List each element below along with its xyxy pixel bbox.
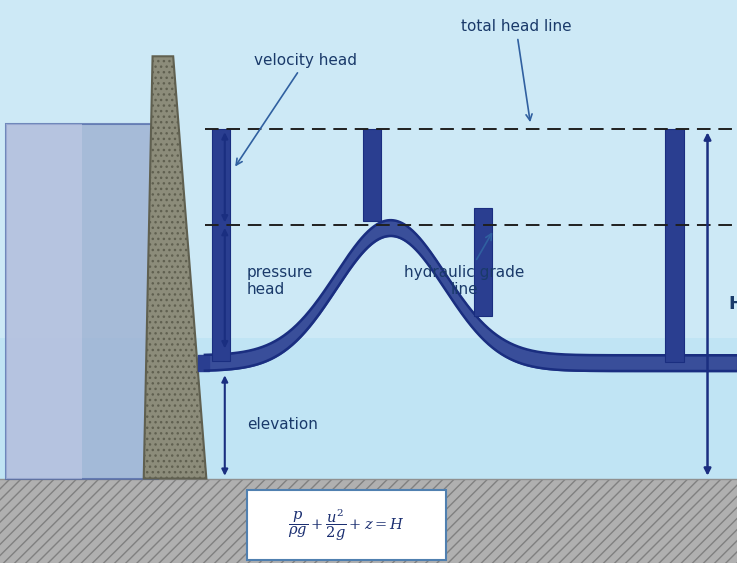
Polygon shape — [6, 124, 158, 479]
Bar — [212, 129, 230, 361]
Bar — [247, 490, 446, 560]
Text: pressure
head: pressure head — [247, 265, 313, 297]
Polygon shape — [144, 56, 206, 479]
Text: $\dfrac{p}{\rho g}+\dfrac{u^2}{2g}+z=H$: $\dfrac{p}{\rho g}+\dfrac{u^2}{2g}+z=H$ — [288, 507, 405, 543]
Polygon shape — [0, 0, 737, 338]
Bar — [665, 129, 683, 362]
Text: velocity head: velocity head — [236, 53, 357, 165]
Text: H: H — [728, 295, 737, 313]
Text: hydraulic grade
line: hydraulic grade line — [404, 234, 525, 297]
Bar — [473, 208, 492, 316]
Text: total head line: total head line — [461, 19, 571, 120]
Text: elevation: elevation — [247, 417, 318, 432]
Polygon shape — [6, 124, 82, 479]
Polygon shape — [0, 479, 737, 563]
Bar — [363, 129, 382, 221]
